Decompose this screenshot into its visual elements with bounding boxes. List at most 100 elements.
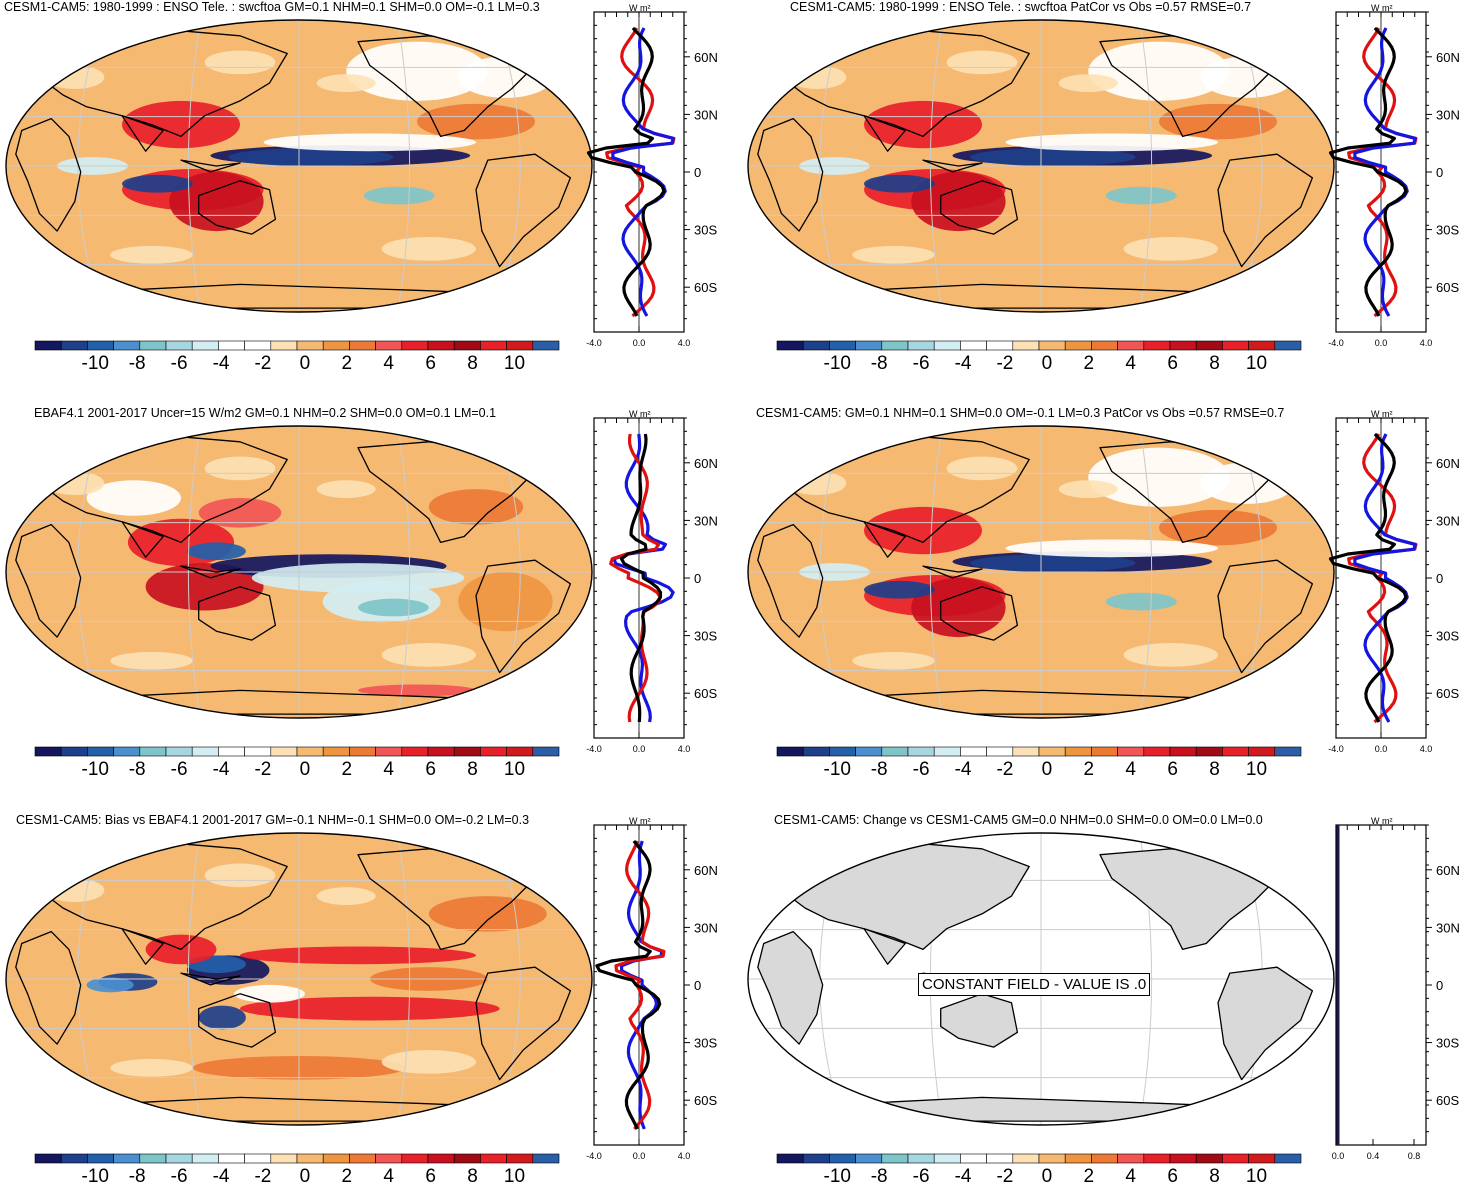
colorbar-swatch <box>960 746 987 757</box>
colorbar-tick-label: 10 <box>503 1166 526 1187</box>
colorbar-tick-label: 0 <box>299 353 311 374</box>
colorbar-swatch <box>480 340 507 351</box>
coastline <box>1276 432 1314 461</box>
colorbar-tick-label: 10 <box>503 353 526 374</box>
colorbar-tick-label: 10 <box>1245 1166 1268 1187</box>
colorbar-tick-label: 6 <box>1167 759 1178 780</box>
profile-line-obs <box>1353 433 1417 723</box>
colorbar-tick-label: -2 <box>254 1166 272 1187</box>
colorbar-swatch <box>855 340 883 351</box>
colorbar-swatch <box>113 746 141 757</box>
colorbar-swatch <box>296 746 324 757</box>
colorbar-swatch <box>1169 340 1197 351</box>
anomaly-region <box>86 977 134 993</box>
colorbar-swatch <box>480 746 507 757</box>
colorbar-swatch <box>776 746 804 757</box>
zonal-mean-profile: W m² 60N 30N 0 30S 60S 0.0 0.4 0.8 <box>1332 816 1460 1161</box>
coastline <box>121 928 164 965</box>
colorbar-swatch <box>776 340 804 351</box>
colorbar-tick-label: -4 <box>212 353 230 374</box>
colorbar-swatch <box>349 1153 376 1164</box>
anomaly-region <box>911 171 1006 232</box>
coastline <box>922 159 983 173</box>
colorbar-tick-label: 0 <box>299 1166 311 1187</box>
coastline <box>15 523 82 638</box>
coastline <box>180 159 241 173</box>
colorbar-swatch <box>1064 746 1092 757</box>
latitude-tick-label: 30S <box>694 629 717 644</box>
coastline <box>15 117 82 232</box>
colorbar-tick-label: 6 <box>1167 1166 1178 1187</box>
coastline <box>940 586 1019 641</box>
latitude-tick-label: 30S <box>1436 223 1459 238</box>
profile-x-tick-label: -4.0 <box>1328 744 1344 754</box>
latitude-tick-label: 60N <box>1436 456 1460 471</box>
coastline <box>774 29 1030 138</box>
colorbar-swatch <box>270 1153 298 1164</box>
coastline <box>1276 26 1314 55</box>
anomaly-region <box>1159 509 1277 546</box>
coastline <box>534 26 572 55</box>
colorbar-swatch <box>933 1153 961 1164</box>
anomaly-region <box>121 174 193 193</box>
coastline <box>1217 966 1314 1081</box>
colorbar-tick-label: 4 <box>1125 1166 1136 1187</box>
colorbar-swatch <box>1248 1153 1276 1164</box>
panel-title: EBAF4.1 2001-2017 Uncer=15 W/m2 GM=0.1 N… <box>34 406 497 420</box>
colorbar-tick-label: 2 <box>341 353 353 374</box>
profile-unit-label: W m² <box>629 816 651 826</box>
latitude-tick-label: 60S <box>1436 1093 1459 1108</box>
map-panel-1: CESM1-CAM5: 1980-1999 : ENSO Tele. : swc… <box>0 0 741 395</box>
colorbar-tick-label: 8 <box>1209 353 1220 374</box>
colorbar-swatch <box>427 340 455 351</box>
colorbar-swatch <box>1038 1153 1066 1164</box>
colorbar-swatch <box>1091 1153 1118 1164</box>
map-panel-3: EBAF4.1 2001-2017 Uncer=15 W/m2 GM=0.1 N… <box>0 406 741 801</box>
colorbar-swatch <box>165 1153 193 1164</box>
colorbar-swatch <box>270 746 298 757</box>
colorbar-swatch <box>1064 1153 1092 1164</box>
colorbar-tick-label: -4 <box>954 1166 972 1187</box>
latitude-tick-label: 0 <box>694 978 701 993</box>
profile-x-tick-label: 4.0 <box>678 744 691 754</box>
colorbar-swatch <box>375 340 403 351</box>
profile-unit-label: W m² <box>629 409 651 419</box>
anomaly-region <box>864 174 935 193</box>
colorbar-tick-label: 0 <box>299 759 311 780</box>
colorbar-swatch <box>1012 1153 1040 1164</box>
colorbar-swatch <box>1222 1153 1249 1164</box>
coastline <box>180 565 241 579</box>
colorbar-swatch <box>1169 1153 1197 1164</box>
coastline <box>475 559 572 674</box>
colorbar-swatch <box>34 340 62 351</box>
anomaly-region <box>358 684 476 697</box>
colorbar-tick-label: -10 <box>81 1166 109 1187</box>
colorbar-swatch <box>1195 746 1223 757</box>
colorbar-swatch <box>881 1153 909 1164</box>
colorbar-tick-label: 4 <box>383 759 394 780</box>
colorbar-swatch <box>244 746 272 757</box>
latitude-tick-label: 30N <box>694 920 718 935</box>
colorbar-swatch <box>1038 340 1066 351</box>
colorbar-swatch <box>191 340 219 351</box>
latitude-tick-label: 60S <box>694 280 717 295</box>
anomaly-region <box>417 103 535 140</box>
colorbar-tick-label: -10 <box>823 759 851 780</box>
colorbar-swatch <box>427 1153 455 1164</box>
colorbar-tick-label: -2 <box>996 759 1014 780</box>
map <box>747 425 1335 719</box>
colorbar-tick-label: -8 <box>870 1166 888 1187</box>
latitude-tick-label: 30S <box>694 1036 717 1051</box>
colorbar <box>34 1153 560 1164</box>
colorbar-swatch <box>244 340 272 351</box>
colorbar-swatch <box>881 746 909 757</box>
profile-x-tick-label: -4.0 <box>586 744 602 754</box>
anomaly-region <box>864 580 935 599</box>
colorbar-tick-label: -4 <box>954 353 972 374</box>
coastline <box>1217 153 1314 268</box>
colorbar <box>776 746 1302 757</box>
latitude-tick-label: 30N <box>1436 107 1460 122</box>
colorbar-swatch <box>34 1153 62 1164</box>
colorbar-tick-label: 10 <box>1245 759 1268 780</box>
profile-line-bias <box>1328 26 1408 317</box>
